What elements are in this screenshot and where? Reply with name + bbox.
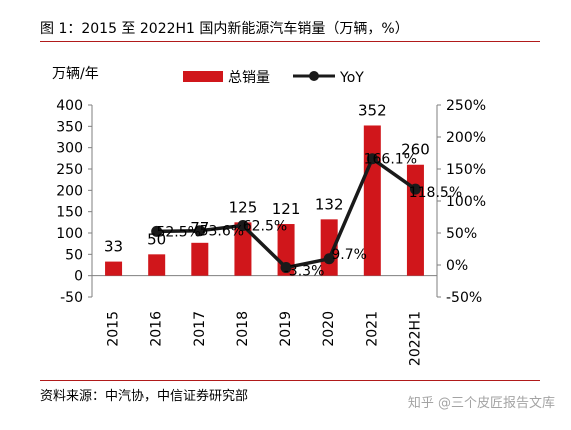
legend-bar-swatch	[183, 71, 223, 82]
x-axis-label: 2017	[192, 311, 208, 347]
right-tick-label: 0%	[446, 258, 468, 274]
left-tick-label: 300	[56, 141, 83, 157]
yoy-value-label: 52.5%	[156, 224, 200, 240]
bars-layer	[105, 125, 424, 276]
bar-value-label: 260	[401, 141, 430, 159]
yoy-point	[323, 253, 335, 265]
x-axis-label: 2016	[149, 311, 165, 347]
bar-value-label: 33	[104, 238, 123, 256]
sales-bar	[406, 164, 424, 276]
left-axis-unit: 万辆/年	[52, 66, 99, 82]
left-tick-label: 400	[56, 98, 83, 114]
legend-line-marker	[309, 71, 319, 81]
bar-value-label: 121	[272, 200, 301, 218]
yoy-line-layer	[151, 153, 421, 274]
title-divider	[40, 41, 540, 42]
left-tick-label: 150	[56, 205, 83, 221]
yoy-value-label: 9.7%	[331, 247, 367, 263]
legend-bar-label: 总销量	[228, 70, 270, 86]
left-tick-label: 250	[56, 162, 83, 178]
yoy-value-label: 118.5%	[409, 185, 462, 201]
x-axis-label: 2020	[321, 311, 337, 347]
right-tick-label: 250%	[446, 98, 486, 114]
x-axis-labels: 2015 2016 2017 2018 2019 2020 2021 2022H1	[106, 311, 424, 366]
right-tick-label: 100%	[446, 194, 486, 210]
bar-value-label: 132	[315, 195, 344, 213]
right-axis: -50% 0% 50% 100% 150% 200% 250%	[436, 98, 486, 306]
bar-value-label: 77	[190, 219, 209, 237]
left-tick-label: 350	[56, 119, 83, 135]
yoy-value-label: 166.1%	[364, 152, 417, 168]
sales-bar	[234, 222, 252, 276]
sales-bar	[148, 254, 166, 276]
watermark: 知乎 @三个皮匠报告文库	[407, 396, 555, 411]
source-divider	[40, 380, 540, 381]
sales-bar	[191, 242, 209, 276]
right-tick-label: 150%	[446, 162, 486, 178]
left-axis: -50 0 50 100 150 200 250 300 350 400 万辆/年	[52, 66, 437, 306]
bar-value-label: 352	[358, 101, 387, 119]
x-axis-label: 2015	[106, 311, 122, 347]
yoy-point	[366, 153, 378, 165]
x-axis-label: 2018	[235, 311, 251, 347]
source-note: 资料来源：中汽协，中信证券研究部	[40, 389, 249, 404]
yoy-value-label: 53.6%	[200, 224, 244, 240]
x-axis-label: 2019	[278, 311, 294, 347]
right-tick-label: 200%	[446, 130, 486, 146]
yoy-point	[409, 183, 421, 195]
left-tick-label: -50	[60, 290, 83, 306]
yoy-point	[237, 220, 249, 232]
left-tick-label: 100	[56, 226, 83, 242]
legend-line-label: YoY	[339, 70, 364, 86]
bar-value-label: 125	[229, 198, 258, 216]
sales-chart: -50 0 50 100 150 200 250 300 350 400 万辆/年 -50% 0% 50…	[52, 66, 486, 366]
right-tick-label: 50%	[446, 226, 477, 242]
legend: 总销量 YoY	[183, 70, 364, 86]
yoy-value-label: 62.5%	[243, 219, 287, 235]
chart-title: 图 1：2015 至 2022H1 国内新能源汽车销量（万辆，%）	[40, 21, 409, 37]
left-tick-label: 50	[65, 247, 83, 263]
yoy-point	[280, 262, 292, 274]
x-axis-label: 2022H1	[407, 311, 423, 366]
left-tick-label: 200	[56, 183, 83, 199]
sales-bar	[105, 261, 123, 276]
bar-value-label: 50	[147, 230, 166, 248]
yoy-point	[194, 225, 206, 237]
left-tick-label: 0	[74, 269, 83, 285]
x-axis-label: 2021	[364, 311, 380, 347]
yoy-value-label: -3.3%	[284, 264, 325, 280]
data-labels-layer: 33 50 77 125 121 132 352 260 52.5%53.6%62.5% -3.3…	[104, 101, 462, 279]
right-tick-label: -50%	[446, 290, 482, 306]
yoy-point	[151, 225, 163, 237]
